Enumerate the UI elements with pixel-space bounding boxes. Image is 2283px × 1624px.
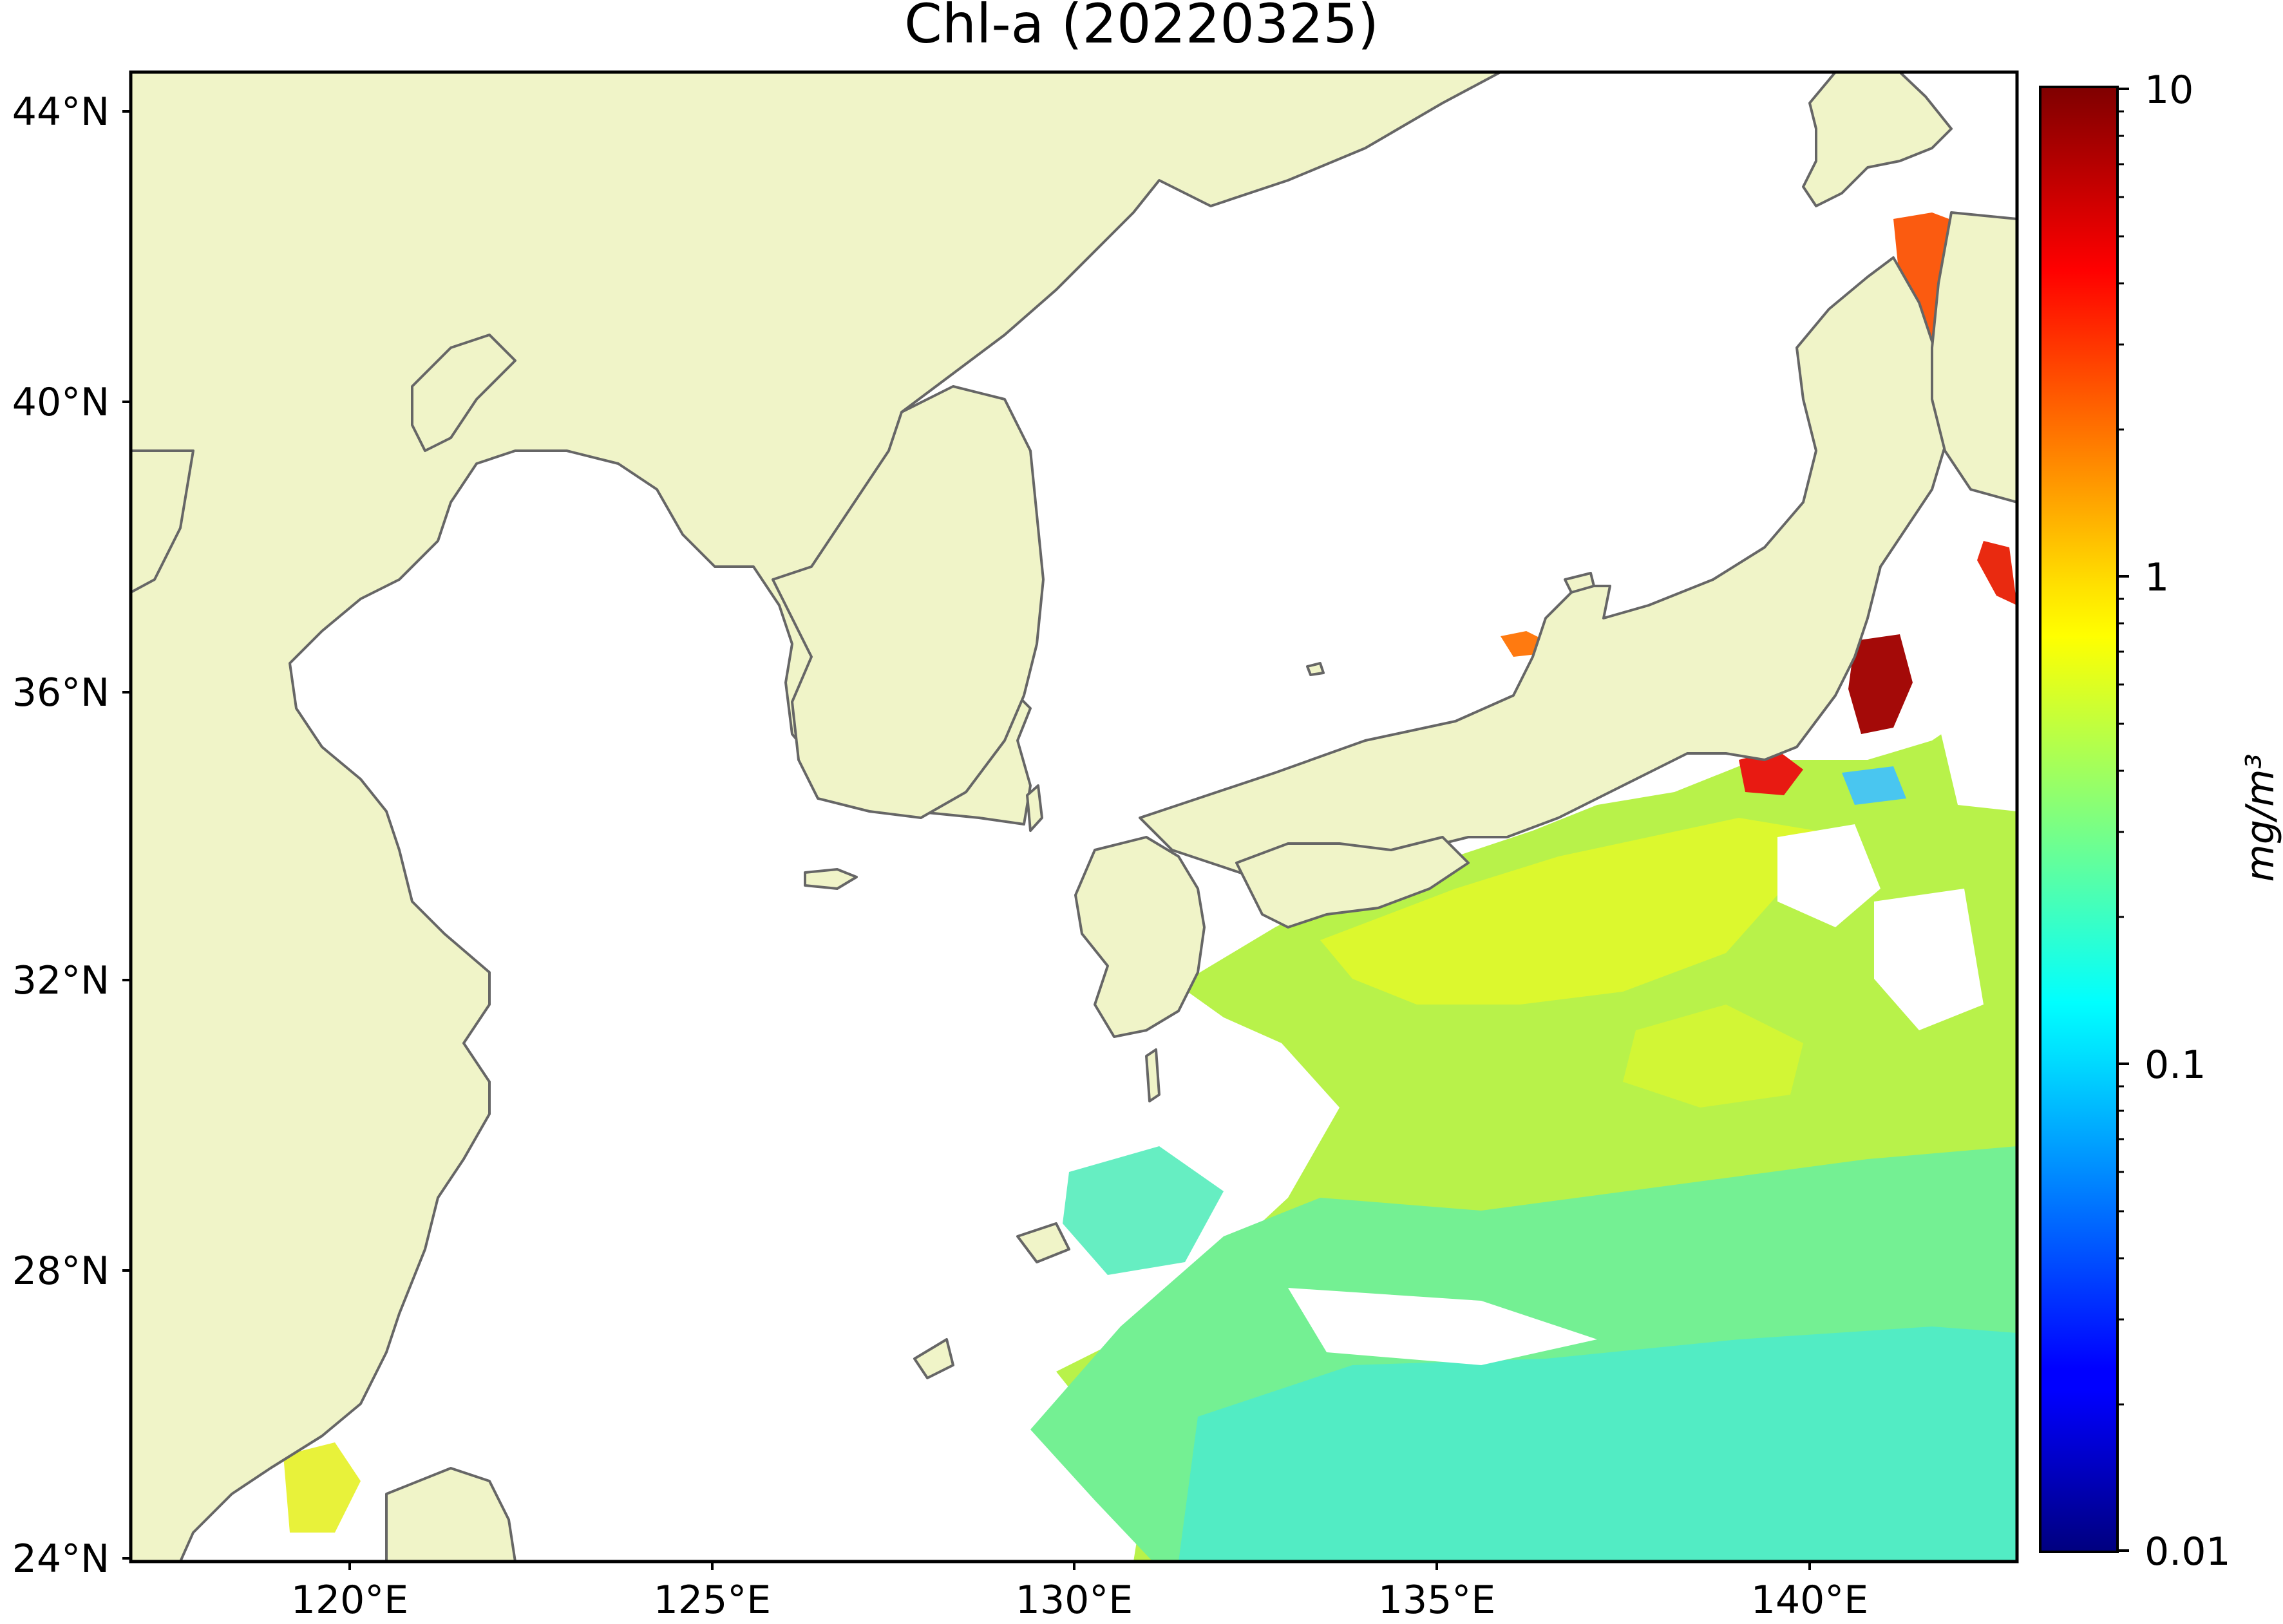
lon-tick-label: 140°E — [1751, 1578, 1868, 1623]
cloud-gap-far-east — [1874, 889, 1984, 1030]
korean-peninsula — [772, 385, 1045, 819]
longitude-axis: 120°E 125°E 130°E 135°E 140°E — [291, 1562, 1868, 1623]
bohai-west-coast — [131, 449, 194, 594]
cloud-gap-east — [1777, 824, 1880, 927]
okinawa — [913, 1338, 954, 1379]
lon-tick-label: 135°E — [1378, 1578, 1495, 1623]
amami-oshima — [1016, 1222, 1070, 1263]
colorbar: 10 1 0.1 0.01 mg/m³ — [2039, 68, 2283, 1574]
colorbar-tick-label: 1 — [2145, 555, 2169, 600]
colorbar-tick-label: 10 — [2145, 68, 2193, 113]
chl-kuroshio-yellow — [1320, 818, 1816, 1005]
lat-tick-label: 44°N — [12, 90, 109, 135]
chl-mid-yellow — [1623, 1005, 1803, 1108]
chl-sendai-patch — [1977, 541, 2017, 605]
chl-east-china-sea-cyan — [1063, 1146, 1224, 1275]
tanegashima — [1145, 1048, 1160, 1102]
kyushu — [1074, 836, 1206, 1038]
colorbar-minor-ticks — [2117, 110, 2124, 1406]
shikoku — [1235, 836, 1470, 929]
lat-tick-label: 40°N — [12, 380, 109, 425]
lon-tick-label: 130°E — [1016, 1578, 1133, 1623]
colorbar-frame — [2039, 86, 2119, 1553]
lat-tick-label: 28°N — [12, 1249, 109, 1294]
liaoning-peninsula — [411, 334, 516, 452]
chl-tokyo-bay-patch — [1848, 634, 1913, 734]
jeju-island — [804, 868, 858, 890]
colorbar-tick-label: 0.01 — [2145, 1529, 2231, 1574]
cloud-gap-south — [1288, 1288, 1597, 1365]
cloud-gap-northeast — [1932, 676, 2017, 811]
map-area — [131, 72, 2017, 1562]
chl-taiwan-patch — [283, 1442, 361, 1533]
lat-tick-label: 36°N — [12, 670, 109, 715]
taiwan — [385, 1467, 516, 1562]
sado-island — [1564, 572, 1595, 594]
chl-ise-bay-patch — [1739, 750, 1803, 795]
lon-tick-label: 120°E — [291, 1578, 408, 1623]
chl-boso-cyan — [1842, 766, 1906, 805]
land-layer — [131, 72, 2017, 1562]
colorbar-tick-label: 0.1 — [2145, 1043, 2206, 1088]
lat-tick-label: 24°N — [12, 1536, 109, 1582]
map-title: Chl-a (20220325) — [904, 0, 1379, 55]
lat-tick-label: 32°N — [12, 958, 109, 1003]
asian-mainland — [131, 72, 1502, 1562]
hokkaido — [1802, 72, 1953, 207]
oki-islands — [1306, 662, 1325, 676]
tsushima-island — [1026, 784, 1043, 832]
latitude-axis: 44°N 40°N 36°N 32°N 28°N 24°N — [12, 90, 131, 1582]
chl-southern-cyan — [1179, 1327, 2017, 1562]
lon-tick-label: 125°E — [654, 1578, 771, 1623]
colorbar-unit-label: mg/m³ — [2238, 753, 2283, 882]
colorbar-gradient — [2040, 87, 2117, 1552]
northern-honshu-east — [1931, 211, 2017, 504]
